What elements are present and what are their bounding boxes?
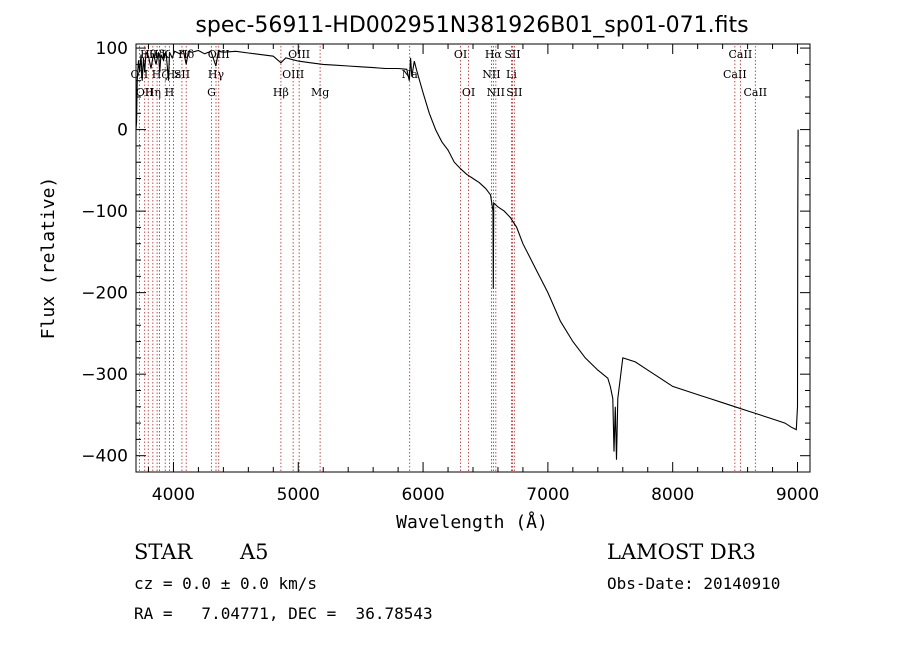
line-label-11: G	[207, 86, 216, 99]
line-label-15: OIII	[282, 68, 304, 81]
line-label-10: Hδ	[178, 48, 195, 61]
y-axis: 100 0 −100 −200 −300 −400	[81, 39, 810, 467]
line-label-1: OII	[136, 86, 154, 99]
line-label-6: K	[161, 48, 170, 61]
y-tick-label-3: −200	[81, 284, 128, 304]
x-tick-label-0: 4000	[152, 485, 195, 505]
line-label-27: CaII	[723, 68, 747, 81]
y-tick-label-1: 0	[117, 121, 128, 141]
x-tick-label-4: 8000	[651, 485, 694, 505]
ra-dec: RA = 7.04771, DEC = 36.78543	[134, 604, 433, 623]
y-tick-label-4: −300	[81, 365, 128, 385]
line-label-16: OIII	[288, 48, 310, 61]
line-label-14: Hβ	[273, 86, 289, 99]
line-label-29: CaII	[743, 86, 767, 99]
line-label-17: Mg	[311, 86, 329, 99]
object-class: STAR	[134, 540, 193, 564]
line-label-28: CaII	[729, 48, 753, 61]
line-label-23: NII	[487, 86, 505, 99]
line-label-5: Hζ	[152, 68, 168, 81]
line-labels: OIIOIIHθHηHδHζKHHεSIIHδGHγOIIIHβOIIIOIII…	[131, 48, 768, 99]
line-label-8: Hε	[166, 68, 182, 81]
line-label-13: OIII	[208, 48, 230, 61]
survey-name: LAMOST DR3	[607, 540, 756, 564]
y-tick-label-2: −100	[81, 202, 128, 222]
line-label-25: SII	[504, 48, 520, 61]
obs-date: Obs-Date: 20140910	[607, 574, 781, 593]
redshift-cz: cz = 0.0 ± 0.0 km/s	[134, 574, 318, 593]
chart-title: spec-56911-HD002951N381926B01_sp01-071.f…	[195, 13, 748, 38]
line-label-22: Hα	[485, 48, 503, 61]
line-label-12: Hγ	[208, 68, 225, 81]
y-tick-label-5: −400	[81, 447, 128, 467]
line-markers	[138, 46, 756, 472]
line-label-18: Na	[402, 68, 419, 81]
y-axis-label: Flux (relative)	[38, 177, 59, 340]
line-label-24: Li	[506, 68, 517, 81]
line-label-19: OI	[454, 48, 467, 61]
x-tick-label-3: 7000	[526, 485, 569, 505]
x-tick-label-1: 5000	[277, 485, 320, 505]
line-label-21: NII	[482, 68, 500, 81]
line-label-20: OI	[462, 86, 475, 99]
plot-frame	[135, 43, 811, 473]
line-label-26: SII	[506, 86, 522, 99]
x-tick-label-5: 9000	[776, 485, 819, 505]
line-label-9: SII	[174, 68, 190, 81]
y-tick-label-0: 100	[96, 39, 128, 59]
line-label-2: Hθ	[140, 48, 157, 61]
line-label-4: Hδ	[149, 48, 166, 61]
x-axis: 4000 5000 6000 7000 8000 9000	[147, 44, 819, 505]
spectrum-line	[135, 49, 799, 460]
line-label-7: H	[165, 86, 175, 99]
line-label-3: Hη	[145, 86, 161, 99]
object-subclass: A5	[240, 540, 269, 564]
line-label-0: OII	[131, 68, 149, 81]
x-tick-label-2: 6000	[401, 485, 444, 505]
x-axis-label: Wavelength (Å)	[396, 511, 548, 533]
spectrum-chart: spec-56911-HD002951N381926B01_sp01-071.f…	[38, 13, 819, 533]
spectrum-layer	[135, 49, 799, 460]
